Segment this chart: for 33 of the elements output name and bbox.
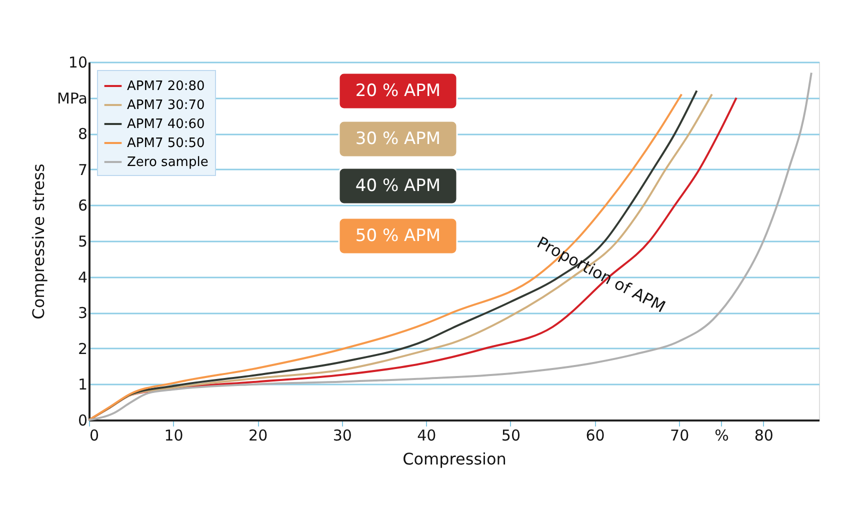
x-tick-label: 60 [586, 426, 605, 444]
line-series [88, 72, 812, 421]
legend-label: APM7 50:50 [127, 136, 205, 151]
annotation: 30 % APM [355, 129, 441, 149]
x-tick-label: 40 [417, 426, 436, 444]
y-tick-label: 3 [78, 304, 88, 322]
legend-label: APM7 30:70 [127, 98, 205, 113]
y-tick-label: 5 [78, 232, 88, 250]
y-tick-label: 7 [78, 160, 88, 179]
x-tick-label: 70 [670, 426, 690, 444]
x-tick-label: 50 [501, 426, 521, 444]
annotation: 50 % APM [355, 226, 441, 246]
y-axis-title: Compressive stress [28, 164, 48, 320]
y-tick-label: 4 [78, 268, 88, 286]
y-tick-label: 8 [78, 125, 88, 144]
annotation: 40 % APM [355, 176, 441, 196]
y-tick-label: 0 [78, 412, 88, 430]
y-tick-label: MPa [56, 89, 88, 108]
x-tick-label: 10 [164, 426, 184, 444]
x-tick-label: 30 [332, 426, 352, 444]
y-tick-label: 6 [78, 196, 88, 215]
x-tick-label: 0 [90, 426, 100, 444]
y-tick-label: 2 [78, 340, 88, 358]
y-tick-label: 10 [68, 54, 88, 72]
x-tick-label: 80 [754, 426, 774, 444]
x-axis-title: Compression [402, 450, 506, 468]
legend-label: APM7 20:80 [127, 79, 205, 94]
x-tick-label: 20 [248, 426, 268, 444]
y-tick-label: 1 [78, 376, 88, 394]
annotation: 20 % APM [355, 81, 441, 101]
legend-label: APM7 40:60 [127, 117, 205, 132]
x-tick-label: % [714, 426, 729, 444]
legend-label: Zero sample [127, 155, 208, 170]
